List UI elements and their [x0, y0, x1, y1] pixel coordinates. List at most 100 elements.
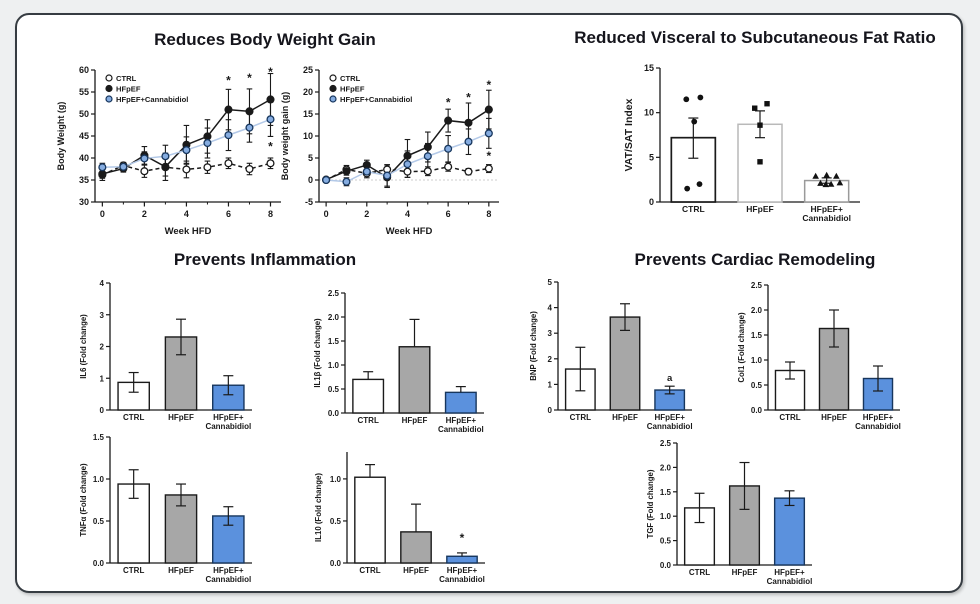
svg-text:0.5: 0.5 [93, 517, 105, 526]
svg-text:HFpEF: HFpEF [403, 566, 429, 575]
svg-text:2.0: 2.0 [751, 306, 763, 315]
svg-text:0: 0 [649, 197, 654, 207]
chart-bnp: 0 1 2 3 4 5 BNP (Fold change) CTRL HFpEF HFpEF+ Ca… [528, 268, 700, 435]
svg-text:0.0: 0.0 [660, 561, 672, 570]
svg-text:35: 35 [79, 175, 89, 185]
svg-text:10: 10 [303, 131, 313, 141]
svg-text:HFpEF+: HFpEF+ [213, 413, 244, 422]
svg-text:6: 6 [446, 209, 451, 219]
svg-text:1.5: 1.5 [93, 433, 105, 442]
svg-text:4: 4 [184, 209, 189, 219]
svg-text:0.0: 0.0 [330, 559, 342, 568]
svg-text:IL1β (Fold change): IL1β (Fold change) [313, 318, 322, 388]
svg-text:Cannabidiol: Cannabidiol [647, 422, 693, 431]
svg-text:8: 8 [486, 209, 491, 219]
svg-text:CTRL: CTRL [570, 413, 591, 422]
svg-text:HFpEF: HFpEF [168, 413, 194, 422]
svg-text:HFpEF: HFpEF [612, 413, 638, 422]
title-reduced-vat-sat-ratio: Reduced Visceral to Subcutaneous Fat Rat… [574, 28, 936, 47]
svg-text:CTRL: CTRL [123, 413, 144, 422]
svg-text:15: 15 [303, 109, 313, 119]
svg-text:Col1 (Fold change): Col1 (Fold change) [737, 312, 746, 383]
svg-text:Cannabidiol: Cannabidiol [767, 577, 813, 586]
svg-text:TNFα (Fold change): TNFα (Fold change) [79, 463, 88, 537]
chart-vat-sat-index: 0 5 10 15 VAT/SAT Index CTRL HFpEF HFpEF+ Cannab… [598, 54, 868, 246]
svg-text:HFpEF+: HFpEF+ [863, 413, 894, 422]
svg-text:*: * [486, 78, 491, 92]
svg-text:2: 2 [364, 209, 369, 219]
svg-text:BNP (Fold change): BNP (Fold change) [529, 311, 538, 381]
svg-text:CTRL: CTRL [779, 413, 800, 422]
svg-text:*: * [460, 531, 465, 545]
svg-text:CTRL: CTRL [123, 566, 144, 575]
svg-text:HFpEF: HFpEF [340, 84, 365, 93]
svg-text:HFpEF+: HFpEF+ [213, 566, 244, 575]
svg-text:*: * [446, 96, 451, 110]
svg-text:Body Weight (g): Body Weight (g) [56, 102, 66, 171]
svg-text:60: 60 [79, 65, 89, 75]
svg-text:2.5: 2.5 [660, 439, 672, 448]
svg-text:Cannabidiol: Cannabidiol [205, 422, 251, 431]
svg-text:4: 4 [548, 304, 553, 313]
svg-text:6: 6 [226, 209, 231, 219]
svg-text:*: * [486, 149, 491, 163]
svg-text:1.0: 1.0 [328, 361, 340, 370]
svg-text:Cannabidiol: Cannabidiol [439, 575, 485, 584]
chart-il6: 0 1 2 3 4 IL6 (Fold change) CTRL HFpEF HFpEF+ Can… [78, 270, 260, 435]
svg-text:1.0: 1.0 [751, 356, 763, 365]
svg-text:HFpEF+Cannabidiol: HFpEF+Cannabidiol [116, 95, 188, 104]
svg-text:CTRL: CTRL [116, 74, 137, 83]
svg-text:0: 0 [548, 406, 553, 415]
svg-text:2.5: 2.5 [328, 289, 340, 298]
svg-text:2.0: 2.0 [660, 463, 672, 472]
chart-body-weight: 30 35 40 45 50 55 60 Body Weight (g) 0 2 4 6 8 Week H… [56, 54, 291, 244]
svg-text:HFpEF: HFpEF [168, 566, 194, 575]
svg-text:Week HFD: Week HFD [386, 226, 433, 237]
svg-text:5: 5 [548, 278, 553, 287]
title-prevents-inflammation: Prevents Inflammation [173, 250, 357, 269]
svg-text:5: 5 [649, 152, 654, 162]
svg-text:CTRL: CTRL [340, 74, 361, 83]
svg-text:*: * [226, 74, 231, 88]
svg-text:1.5: 1.5 [751, 331, 763, 340]
svg-text:a: a [667, 373, 673, 384]
svg-text:5: 5 [308, 153, 313, 163]
svg-text:*: * [466, 90, 471, 104]
svg-text:4: 4 [405, 209, 410, 219]
chart-col1: 0.0 0.5 1.0 1.5 2.0 2.5 Col1 (Fold change) CTRL… [736, 270, 908, 435]
svg-text:HFpEF: HFpEF [116, 84, 141, 93]
svg-text:HFpEF: HFpEF [402, 416, 428, 425]
svg-text:Cannabidiol: Cannabidiol [802, 213, 851, 223]
svg-text:IL6 (Fold change): IL6 (Fold change) [79, 314, 88, 379]
svg-text:HFpEF+: HFpEF+ [654, 413, 685, 422]
chart-body-weight-gain: -5 0 5 10 15 20 25 Body weight gain (g) 0 2 4 6 8 Wee… [280, 54, 507, 244]
svg-text:Cannabidiol: Cannabidiol [438, 425, 484, 434]
svg-text:1.5: 1.5 [328, 337, 340, 346]
svg-text:CTRL: CTRL [682, 204, 705, 214]
svg-text:1.0: 1.0 [660, 512, 672, 521]
svg-text:*: * [268, 65, 273, 79]
svg-text:1.0: 1.0 [330, 475, 342, 484]
svg-text:VAT/SAT Index: VAT/SAT Index [623, 98, 635, 171]
svg-text:1: 1 [100, 374, 105, 383]
svg-text:HFpEF+: HFpEF+ [774, 568, 805, 577]
title-reduces-body-weight-gain: Reduces Body Weight Gain [154, 30, 376, 49]
svg-text:0.5: 0.5 [751, 381, 763, 390]
svg-text:4: 4 [100, 279, 105, 288]
svg-text:Cannabidiol: Cannabidiol [205, 575, 251, 584]
svg-text:*: * [247, 71, 252, 85]
svg-text:1: 1 [548, 380, 553, 389]
svg-text:10: 10 [644, 108, 654, 118]
svg-text:CTRL: CTRL [358, 416, 379, 425]
svg-text:CTRL: CTRL [689, 568, 710, 577]
chart-tnfa: 0.0 0.5 1.0 1.5 TNFα (Fold change) CTRL HFpEF H… [78, 424, 260, 588]
title-prevents-cardiac-remodeling: Prevents Cardiac Remodeling [634, 250, 876, 269]
svg-text:Cannabidiol: Cannabidiol [855, 422, 901, 431]
svg-text:25: 25 [303, 65, 313, 75]
svg-text:2: 2 [142, 209, 147, 219]
svg-text:40: 40 [79, 153, 89, 163]
svg-text:*: * [268, 140, 273, 154]
svg-text:30: 30 [79, 197, 89, 207]
svg-text:0: 0 [324, 209, 329, 219]
